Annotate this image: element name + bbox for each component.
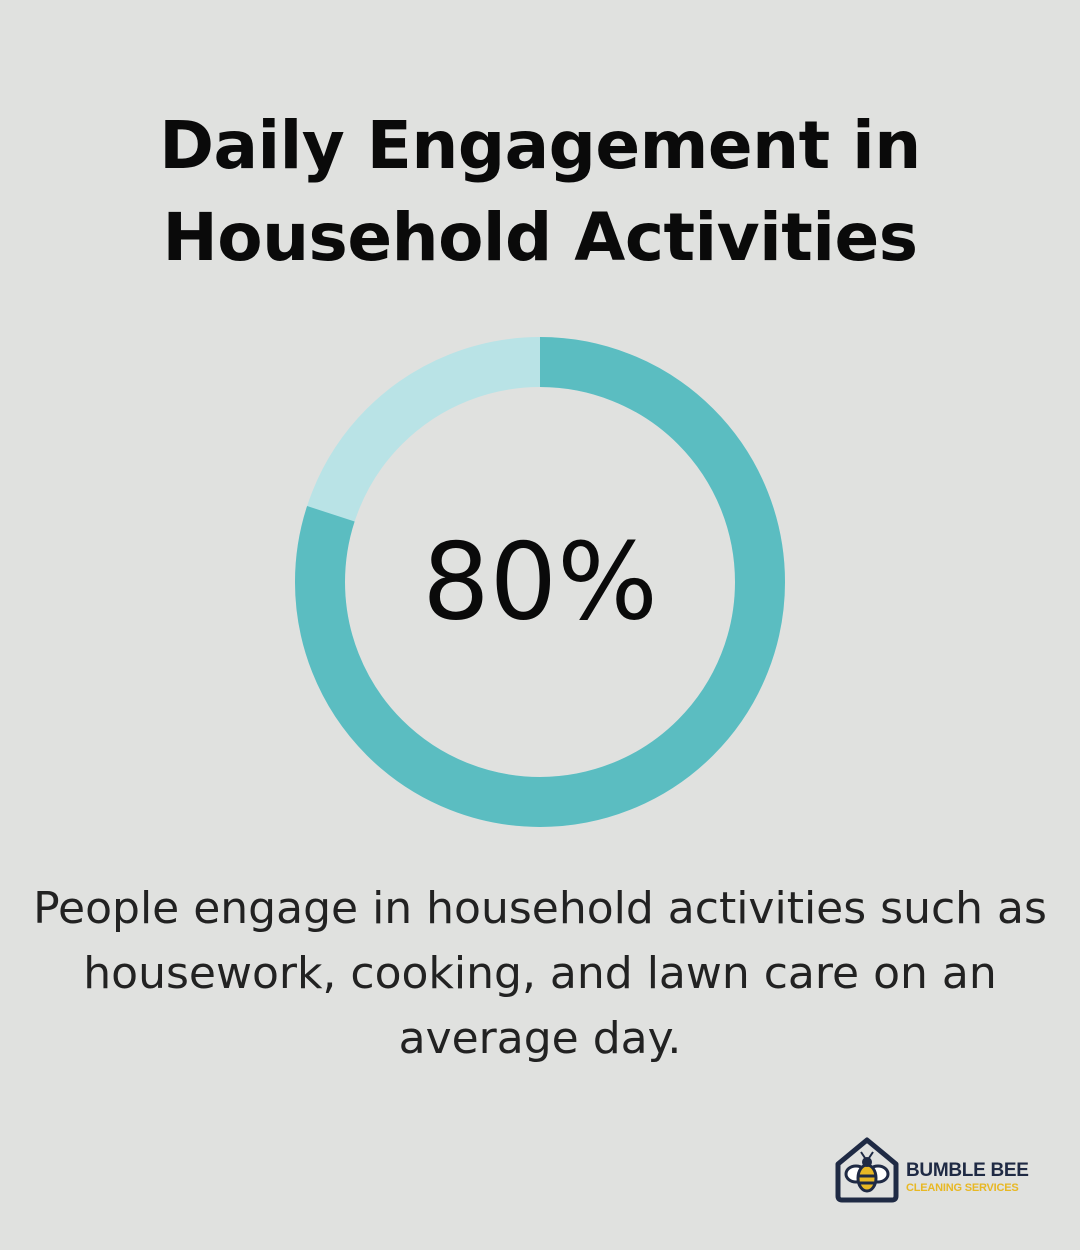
logo-subtitle: CLEANING SERVICES	[906, 1182, 1019, 1194]
brand-logo: BUMBLE BEE CLEANING SERVICES	[832, 1134, 1042, 1204]
donut-center-label: 80%	[422, 521, 658, 644]
chart-title-line-1: Daily Engagement in	[159, 107, 921, 184]
caption-line-3: average day.	[398, 1013, 682, 1064]
chart-title: Daily Engagement in Household Activities	[0, 100, 1080, 284]
chart-title-line-2: Household Activities	[162, 199, 918, 276]
caption-line-2: housework, cooking, and lawn care on an	[83, 948, 997, 999]
donut-segment-filled	[295, 337, 785, 827]
logo-name: BUMBLE BEE	[906, 1160, 1029, 1181]
chart-caption: People engage in household activities su…	[20, 876, 1060, 1071]
bee-house-icon	[835, 1137, 899, 1203]
donut-chart: 80%	[295, 337, 785, 827]
caption-line-1: People engage in household activities su…	[33, 883, 1047, 934]
